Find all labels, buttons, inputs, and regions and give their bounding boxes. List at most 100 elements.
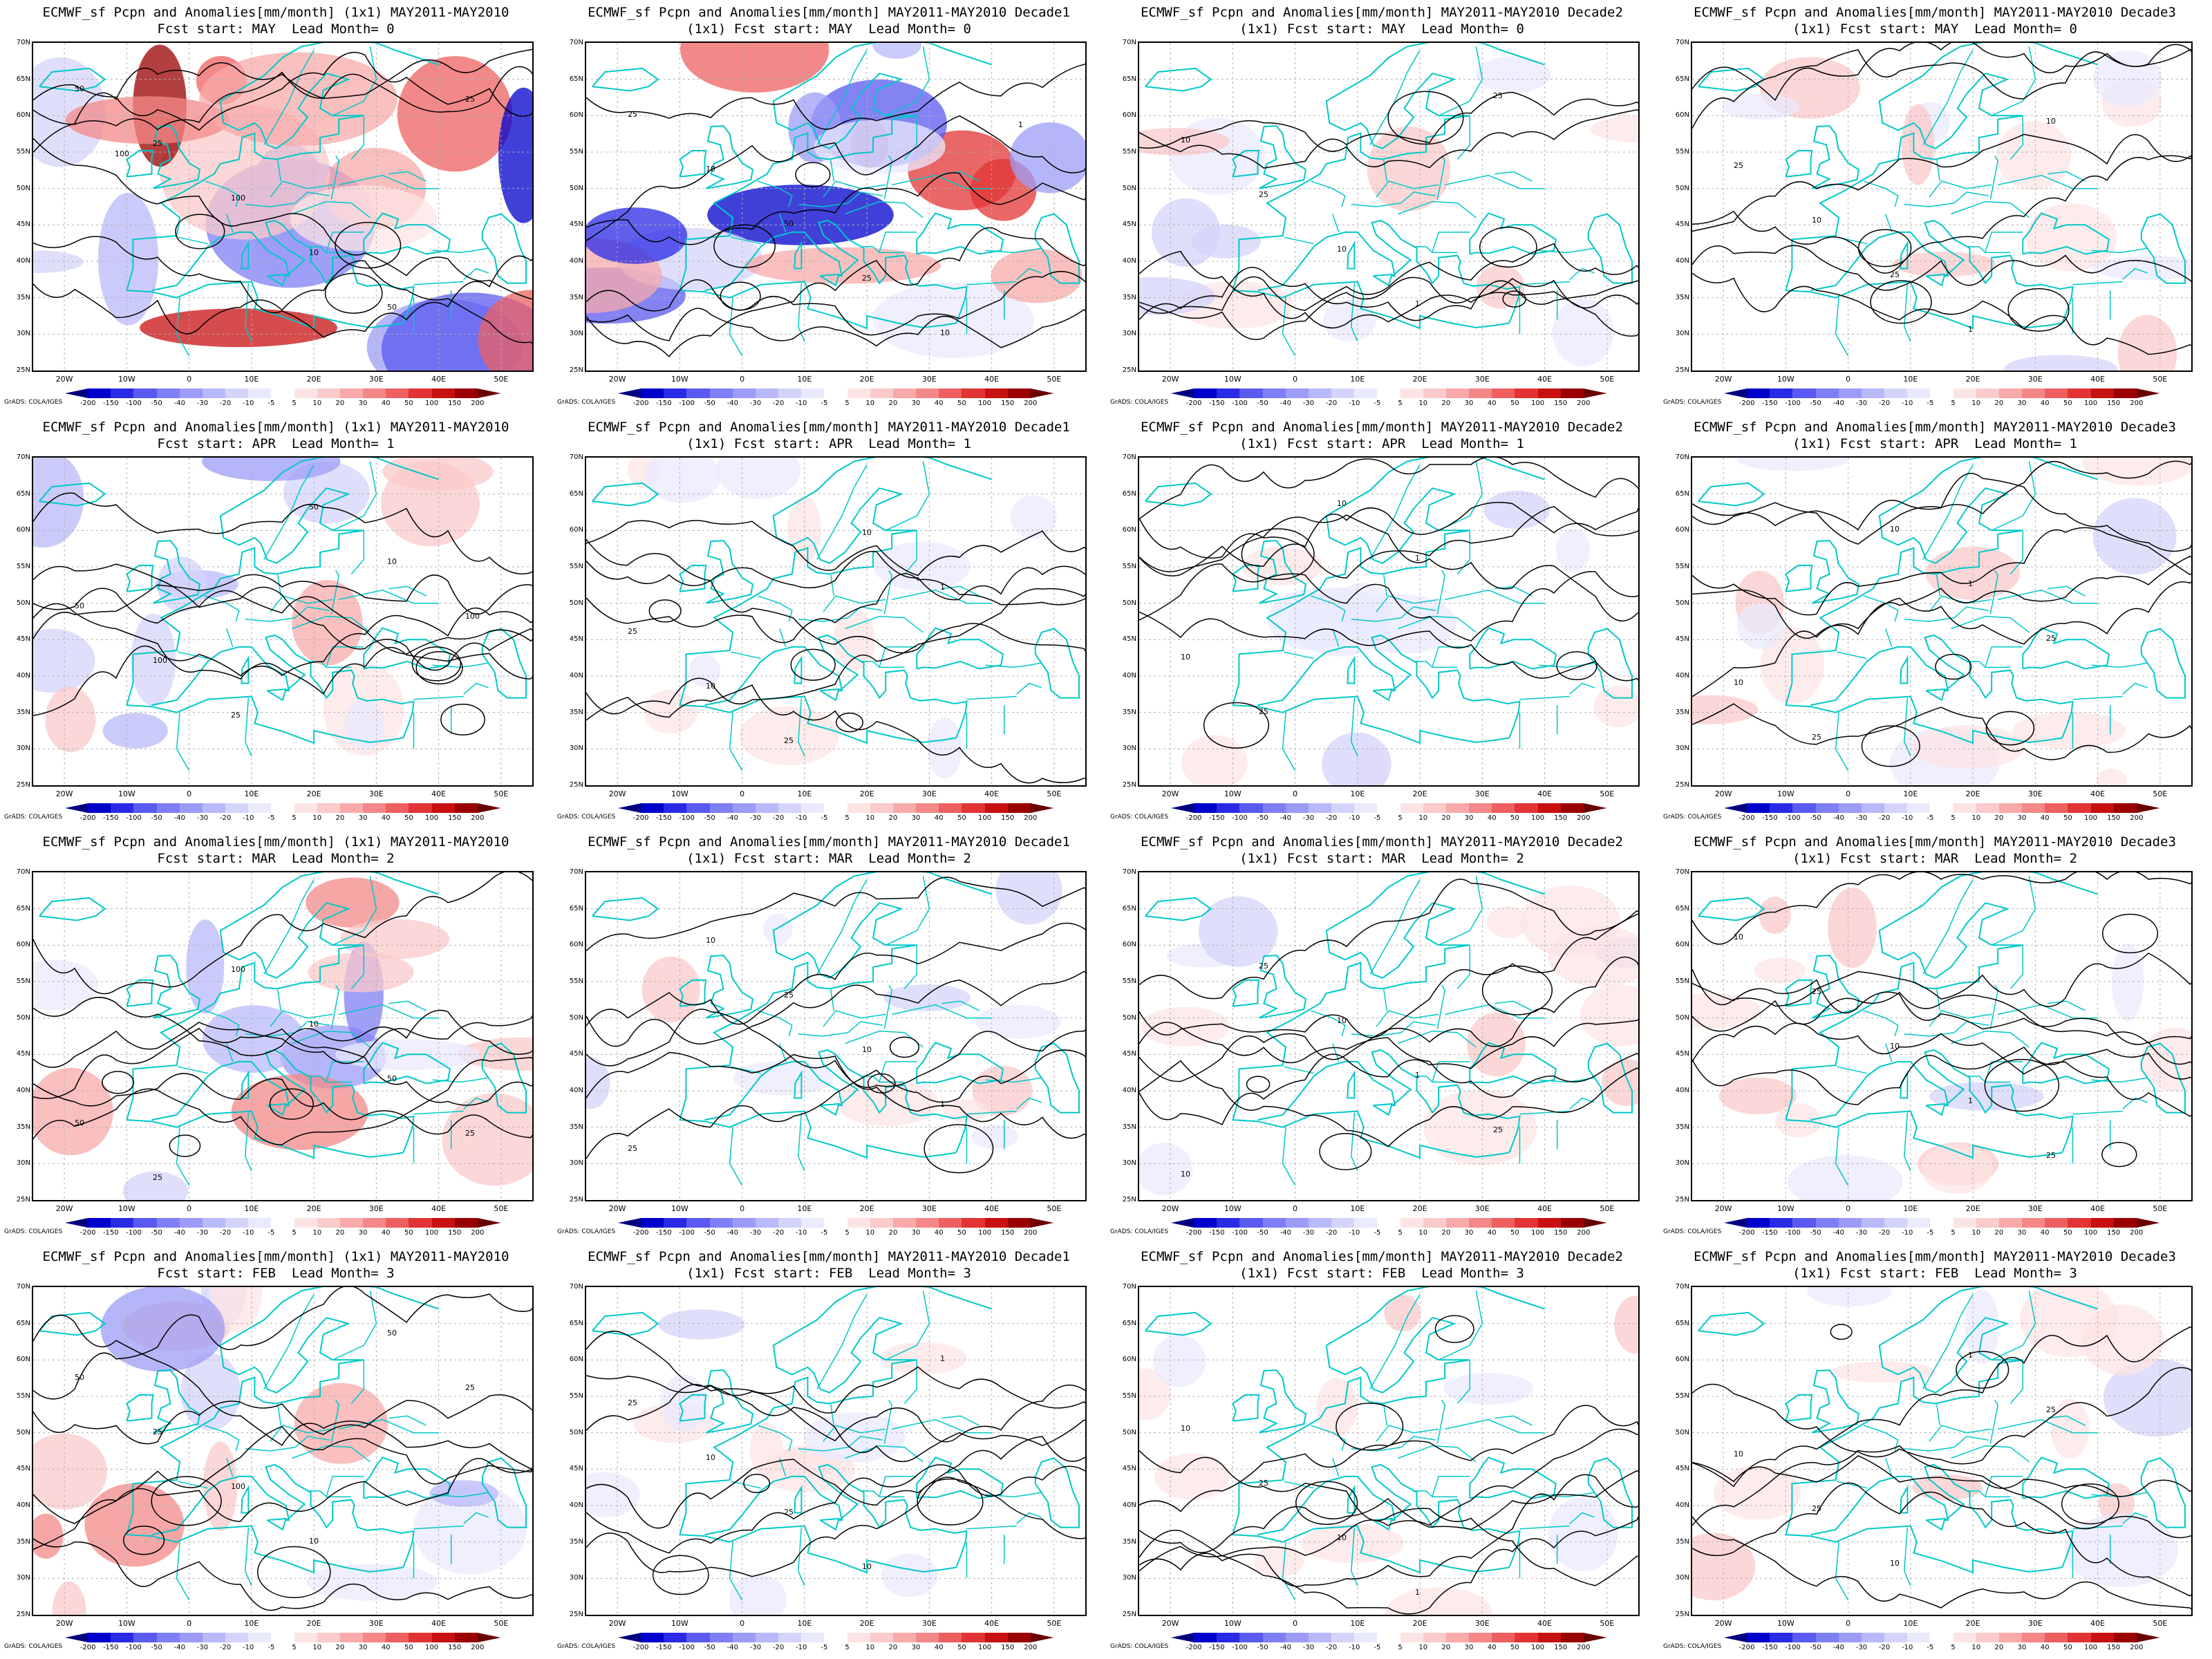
colorbar-swatch [686, 1633, 711, 1642]
colorbar-label: -5 [1374, 1229, 1381, 1237]
longitude-tick-label: 10E [1350, 375, 1365, 384]
precipitation-contour [1692, 460, 2191, 545]
forecast-panel: ECMWF_sf Pcpn and Anomalies[mm/month] MA… [1109, 830, 1655, 1244]
contour-label: 1 [1968, 325, 1973, 334]
longitude-tick-label: 0 [187, 789, 192, 798]
colorbar-swatch [1030, 388, 1054, 398]
colorbar-swatch [1331, 1633, 1355, 1642]
country-border [463, 1512, 489, 1524]
country-border [2009, 115, 2024, 160]
colorbar-swatch [1515, 803, 1539, 813]
contour-label: 10 [1890, 525, 1900, 534]
colorbar-swatch [1423, 1633, 1447, 1642]
colorbar-label: 30 [358, 814, 368, 822]
coastline [1232, 979, 1260, 1007]
colorbar-label: 20 [888, 400, 898, 407]
colorbar-label: -40 [174, 400, 185, 407]
colorbar-label: -150 [655, 1644, 672, 1651]
country-border [845, 1445, 924, 1463]
colorbar-label: -20 [772, 1644, 785, 1651]
country-border [388, 1000, 427, 1011]
latitude-tick-label: 25N [1675, 1196, 1689, 1203]
longitude-tick-label: 10W [1777, 375, 1794, 384]
country-border [1432, 1061, 1470, 1082]
coastline [794, 1484, 803, 1514]
precipitation-contour [1139, 1516, 1638, 1615]
colorbar-label: -10 [1349, 1644, 1360, 1651]
country-border [330, 984, 339, 1029]
country-border [879, 1476, 917, 1497]
colorbar-swatch [1838, 1633, 1862, 1642]
colorbar-label: -10 [243, 400, 254, 407]
precipitation-contour [1692, 555, 2191, 639]
country-border [1991, 1291, 2036, 1360]
country-border [1436, 570, 1445, 615]
latitude-tick-label: 60N [569, 1356, 583, 1364]
colorbar-swatch [824, 1633, 848, 1642]
colorbar-label: -100 [1232, 1229, 1248, 1237]
colorbar-label: 40 [2040, 1229, 2050, 1237]
colorbar-label: -40 [1280, 814, 1291, 822]
longitude-tick-label: 30E [1474, 789, 1490, 798]
negative-anomaly-area [658, 1309, 745, 1340]
longitude-tick-label: 10E [797, 789, 812, 798]
coastline [1698, 1311, 1765, 1336]
negative-anomaly-area [883, 984, 971, 1011]
country-border [1991, 876, 2036, 946]
latitude-tick-label: 60N [1675, 526, 1689, 534]
latitude-tick-label: 70N [1675, 39, 1689, 46]
latitude-tick-label: 40N [569, 1087, 583, 1094]
colorbar-label: 150 [1001, 1644, 1015, 1651]
longitude-tick-label: 30E [368, 789, 384, 798]
colorbar-label: -50 [1810, 814, 1821, 822]
coastline [1785, 1525, 2063, 1574]
colorbar-swatch [1445, 1218, 1470, 1228]
latitude-tick-label: 45N [16, 635, 30, 644]
country-border [1383, 1404, 1388, 1426]
colorbar-swatch [317, 1218, 341, 1228]
positive-anomaly-area [879, 1342, 967, 1374]
latitude-tick-label: 35N [1122, 1123, 1136, 1131]
contour-label: 100 [231, 194, 245, 203]
precipitation-contour [1857, 229, 1912, 268]
precipitation-contour [33, 1027, 532, 1106]
coastline [363, 212, 451, 255]
colorbar-swatch [824, 388, 848, 398]
country-border [823, 180, 886, 198]
coastline [794, 1069, 803, 1099]
colorbar-label: 100 [977, 1229, 992, 1237]
coastline [1587, 1042, 1633, 1114]
colorbar-label: 100 [1530, 400, 1545, 407]
country-border [245, 1446, 296, 1452]
coastline [1347, 1484, 1356, 1514]
country-border [1351, 697, 1358, 757]
coastline [151, 1049, 415, 1153]
colorbar-swatch [870, 1218, 894, 1228]
precipitation-contour [1139, 1405, 1638, 1512]
panel-subtitle: Fcst start: MAR Lead Month= 2 [157, 851, 395, 866]
country-border [729, 1541, 743, 1601]
longitude-tick-label: 30E [921, 1619, 937, 1628]
precipitation-contour [33, 1015, 532, 1068]
colorbar-swatch [1953, 1218, 1977, 1228]
latitude-tick-label: 60N [569, 111, 583, 120]
colorbar-swatch [248, 388, 272, 398]
colorbar-swatch [363, 803, 386, 813]
negative-anomaly-area [1475, 56, 1551, 93]
colorbar-label: -150 [1208, 1644, 1225, 1651]
latitude-tick-label: 50N [16, 1013, 30, 1022]
country-border [204, 180, 240, 207]
colorbar-swatch [1537, 388, 1562, 398]
negative-anomaly-area [429, 1480, 498, 1507]
precipitation-contour [2007, 288, 2070, 332]
contour-label: 10 [1734, 678, 1743, 687]
country-border [388, 1415, 427, 1426]
colorbar-label: 40 [2040, 400, 2050, 407]
latitude-tick-label: 60N [569, 526, 583, 534]
colorbar-label: -50 [151, 1229, 162, 1237]
colorbar-label: 150 [1554, 1229, 1568, 1237]
colorbar-swatch [870, 803, 894, 813]
precipitation-contour [33, 52, 532, 131]
colorbar-label: -5 [268, 400, 275, 407]
